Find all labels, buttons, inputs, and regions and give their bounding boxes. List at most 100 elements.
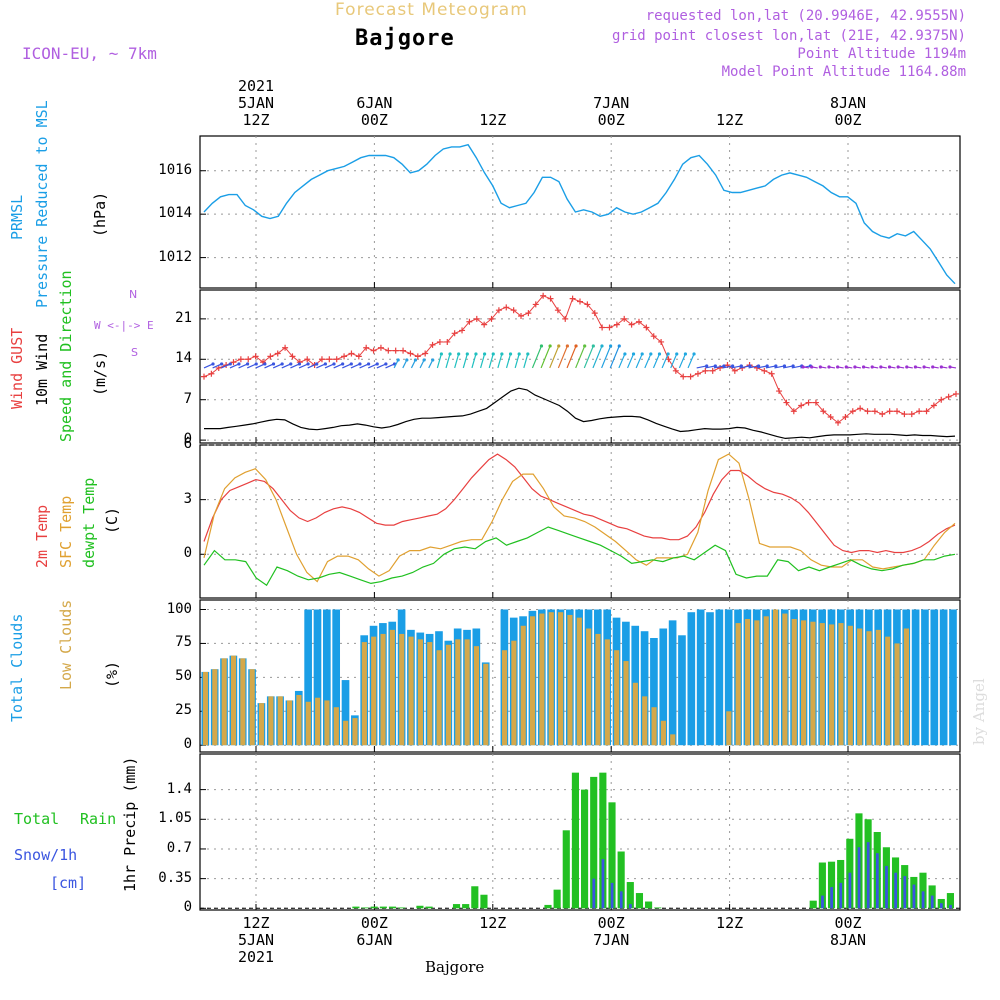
gust-marker xyxy=(547,295,554,302)
gust-marker xyxy=(289,353,296,360)
low-cloud-bar xyxy=(726,711,732,746)
gust-marker xyxy=(540,292,547,299)
wind-arrow-head xyxy=(289,362,293,366)
gust-marker xyxy=(768,370,775,377)
wind-arrow-head xyxy=(482,352,487,356)
low-cloud-bar xyxy=(324,700,330,746)
wind-arrow xyxy=(203,363,214,369)
wind-arrow xyxy=(557,345,568,369)
top-time-label-line: 5JAN xyxy=(237,94,275,112)
gust-marker xyxy=(798,402,805,409)
wind-arrow-head xyxy=(405,358,409,362)
gust-marker xyxy=(488,315,495,322)
model-name: ICON-EU, ~ 7km xyxy=(22,44,157,63)
wind-arrow-head xyxy=(739,364,743,368)
snow-bar xyxy=(601,859,605,909)
total-cloud-bar xyxy=(930,609,939,746)
low-cloud-bar xyxy=(361,642,367,746)
low-cloud-bar xyxy=(819,623,825,746)
wind-arrow-head xyxy=(836,365,840,369)
total-cloud-bar xyxy=(322,609,331,746)
low-cloud-bar xyxy=(352,718,358,746)
wind-arrow-head xyxy=(323,362,327,366)
low-cloud-bar xyxy=(268,696,274,746)
gust-marker xyxy=(532,301,539,308)
wind-arrow xyxy=(575,345,586,369)
wind-arrow-head xyxy=(457,352,461,356)
wind-arrow-head xyxy=(366,362,371,366)
snow-bar xyxy=(903,876,907,909)
total-cloud-bar xyxy=(332,609,341,746)
y-tick-label-1-3: 21 xyxy=(175,309,192,326)
wind-arrow xyxy=(583,345,594,369)
wind-arrow-head xyxy=(245,362,250,366)
rain-bar xyxy=(635,893,644,909)
low-cloud-bar xyxy=(455,639,461,746)
top-time-label-4: 12Z xyxy=(690,78,770,129)
low-cloud-bar xyxy=(885,636,891,746)
snow-bar xyxy=(830,887,833,909)
wind-arrow-head xyxy=(844,365,848,369)
wind-arrow-head xyxy=(474,352,478,356)
wind-arrow xyxy=(324,363,335,369)
wind-arrow xyxy=(757,365,768,369)
rain-bar xyxy=(544,904,552,909)
gust-marker xyxy=(731,367,738,374)
low-cloud-bar xyxy=(371,636,377,746)
gust-marker xyxy=(835,419,842,426)
gust-marker xyxy=(525,310,532,317)
top-time-label-line: 12Z xyxy=(479,111,507,129)
gust-marker xyxy=(658,338,665,345)
rain-bar xyxy=(462,904,470,909)
low-cloud-bar xyxy=(651,707,657,746)
top-time-label-line: 12Z xyxy=(242,111,270,129)
rain-bar xyxy=(370,906,378,909)
gust-marker xyxy=(554,307,561,314)
gust-marker xyxy=(562,315,569,322)
total-cloud-bar xyxy=(659,628,668,746)
snow-bar xyxy=(894,872,898,909)
bottom-time-label-line: 00Z xyxy=(360,914,388,932)
gust-marker xyxy=(318,356,325,363)
wind-arrow-head xyxy=(565,344,569,348)
wind-arrow-head xyxy=(827,365,831,369)
total-cloud-bar xyxy=(313,609,322,746)
snow-bar xyxy=(592,878,596,909)
bottom-time-label-3: 00Z 7JAN xyxy=(571,915,651,966)
snow-bar xyxy=(875,853,879,909)
wind-arrow-head xyxy=(220,362,224,366)
low-cloud-bar xyxy=(389,629,395,746)
wind-arrow xyxy=(626,353,635,369)
wind-arrow xyxy=(246,363,257,369)
top-time-label-line: 2021 xyxy=(237,77,275,95)
wind-arrow xyxy=(731,365,742,369)
bottom-time-label-line: 12Z xyxy=(479,914,507,932)
gust-marker xyxy=(599,324,606,331)
low-cloud-bar xyxy=(333,707,339,746)
gust-marker xyxy=(761,367,768,374)
wind-arrow-head xyxy=(375,362,379,366)
rain-bar xyxy=(480,894,488,909)
rain-bar xyxy=(818,862,826,909)
gust-marker xyxy=(569,295,576,302)
gust-marker xyxy=(326,356,333,363)
wind-arrow xyxy=(316,363,326,369)
wind-arrow-head xyxy=(913,365,918,369)
wind-arrow-head xyxy=(517,352,521,356)
wind-arrow-head xyxy=(657,352,662,356)
gust-marker xyxy=(333,356,340,363)
wind-arrow xyxy=(454,353,460,369)
gust-marker xyxy=(473,315,480,322)
total-cloud-bar xyxy=(668,620,677,746)
gust-marker xyxy=(820,408,827,415)
gust-marker xyxy=(606,324,613,331)
wind-arrow-head xyxy=(574,344,578,348)
wind-arrow xyxy=(722,365,733,369)
compass-we: W <-|-> E xyxy=(94,319,154,332)
y-tick-label-1-1: 7 xyxy=(183,390,192,407)
gust-marker xyxy=(252,353,259,360)
bottom-time-label-line: 00Z xyxy=(834,914,862,932)
wind-arrow xyxy=(281,363,292,369)
total-cloud-bar xyxy=(911,609,920,746)
